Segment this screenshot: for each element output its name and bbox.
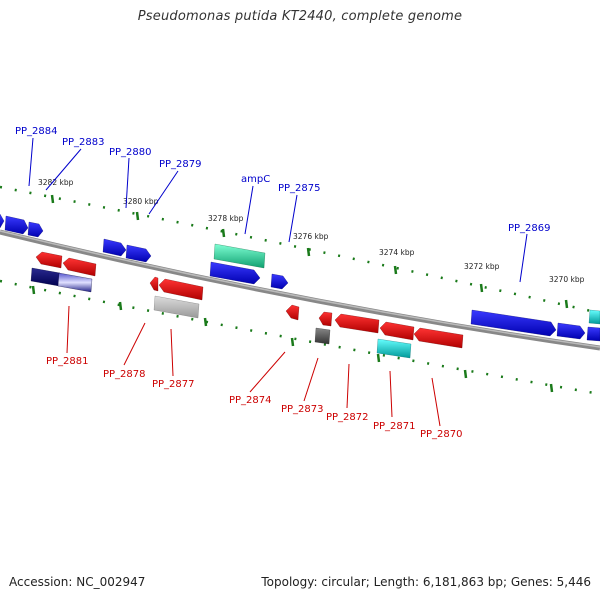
gene-label-pp2869[interactable]: PP_2869 [508,223,551,234]
genome-backbone-highlight [0,230,600,348]
gene-label-pp2874[interactable]: PP_2874 [229,395,272,406]
gene-label-pp2872[interactable]: PP_2872 [326,412,369,423]
gene-arrow-blue-under-ampc[interactable] [209,261,261,285]
genome-backbone [0,229,600,351]
gene-arrow-ampc[interactable] [213,243,266,269]
gene-box-pp2881-navy[interactable] [30,267,61,287]
gene-arrow-pp2870[interactable] [413,327,464,349]
scale-label-3280: 3280 kbp [123,197,159,206]
gene-arrow-after-pp2869[interactable] [556,322,586,340]
gene-label-pp2875[interactable]: PP_2875 [278,183,321,194]
gene-arrow-pp2875[interactable] [270,273,289,290]
genome-summary-label: Topology: circular; Length: 6,181,863 bp… [261,575,591,589]
gene-arrow-pp2874[interactable] [285,304,300,321]
reverse-leader-lines [66,305,441,427]
gene-arrow-pp2881-a[interactable] [35,251,63,269]
accession-label: Accession: NC_002947 [9,575,146,589]
scale-label-3272: 3272 kbp [464,262,500,271]
gene-label-pp2877[interactable]: PP_2877 [152,379,195,390]
outer-scale-ring [0,185,600,315]
gene-arrow-pp2873[interactable] [318,311,333,327]
major-ticks [50,194,569,309]
gene-box-pp2877-grey[interactable] [153,295,200,319]
scale-label-3274: 3274 kbp [379,248,415,257]
forward-strand-genes [0,213,600,342]
gene-box-pp2871-cyan[interactable] [376,338,412,359]
gene-arrow-pp2880[interactable] [102,238,127,257]
scale-label-3282: 3282 kbp [38,178,74,187]
gene-label-pp2881[interactable]: PP_2881 [46,356,89,367]
reverse-strand-genes [30,251,464,359]
gene-arrow-pp2883[interactable] [27,221,44,238]
forward-leader-lines [28,137,528,283]
gene-arrow-pp2879[interactable] [125,244,152,263]
gene-arrow-pp2884[interactable] [4,215,29,235]
inner-scale-ring [0,279,600,396]
gene-arrow-pp2878[interactable] [149,276,159,292]
scale-label-3278: 3278 kbp [208,214,244,223]
scale-label-3270: 3270 kbp [549,275,585,284]
inner-major-ticks [31,285,554,393]
scale-label-3276: 3276 kbp [293,232,329,241]
gene-arrow-teal-right-edge[interactable] [588,309,600,325]
map-title: Pseudomonas putida KT2440, complete geno… [137,9,463,24]
gene-arrow-pp2881-b[interactable] [62,257,97,277]
gene-label-pp2883[interactable]: PP_2883 [62,137,105,148]
gene-arrow-pp2871[interactable] [379,321,415,341]
gene-label-pp2871[interactable]: PP_2871 [373,421,416,432]
gene-box-pp2873-dark[interactable] [314,327,331,345]
gene-label-pp2873[interactable]: PP_2873 [281,404,324,415]
gene-label-pp2878[interactable]: PP_2878 [103,369,146,380]
gene-label-pp2884[interactable]: PP_2884 [15,126,58,137]
gene-label-pp2880[interactable]: PP_2880 [109,147,152,158]
gene-arrow-pp2877[interactable] [158,278,204,301]
gene-arrow-blue-right-edge[interactable] [586,326,600,342]
gene-box-pp2881-striped[interactable] [57,272,93,293]
gene-label-pp2870[interactable]: PP_2870 [420,429,463,440]
gene-arrow-edge-left[interactable] [0,213,5,229]
gene-arrow-pp2869[interactable] [470,309,557,337]
gene-arrow-pp2872[interactable] [334,313,380,334]
gene-label-ampc[interactable]: ampC [241,174,270,185]
gene-label-pp2879[interactable]: PP_2879 [159,159,202,170]
